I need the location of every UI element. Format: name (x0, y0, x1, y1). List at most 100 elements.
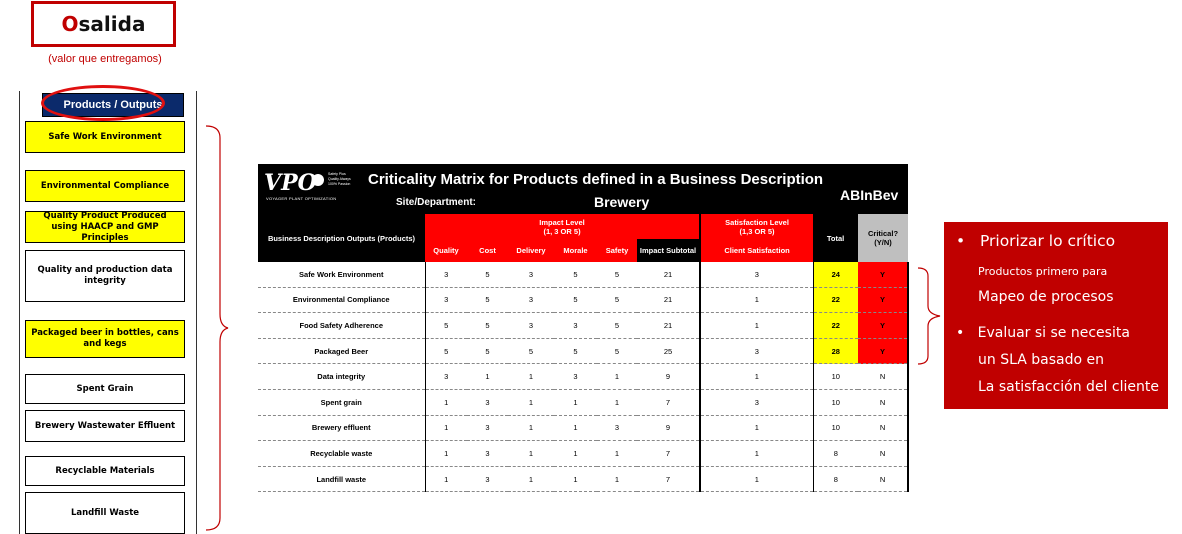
vpo-line: Safety Plus (328, 172, 346, 176)
callout-bullet-2-text: Evaluar si se necesita (977, 325, 1130, 341)
matrix-cell-delivery: 1 (508, 440, 554, 467)
left-bracket (205, 125, 229, 531)
matrix-header (258, 164, 908, 214)
matrix-cell-morale: 1 (554, 440, 597, 467)
matrix-cell-morale: 1 (554, 389, 597, 416)
matrix-cell-cost: 5 (467, 312, 508, 339)
col-header-safety: Safety (597, 239, 637, 262)
matrix-cell-subtotal: 7 (637, 389, 701, 416)
matrix-cell-critical: Y (858, 262, 910, 288)
matrix-cell-safety: 3 (597, 415, 637, 442)
matrix-cell-cost: 3 (467, 466, 508, 493)
site-label: Site/Department: (396, 197, 477, 208)
matrix-cell-delivery: 3 (508, 262, 554, 288)
matrix-cell-subtotal: 21 (637, 312, 701, 339)
matrix-cell-total: 22 (812, 312, 859, 339)
matrix-cell-quality: 1 (424, 466, 467, 493)
matrix-row: Landfill waste 1 3 1 1 1 7 1 8 N (258, 466, 910, 493)
matrix-body: Safe Work Environment 3 5 3 5 5 21 3 24 Y Environm… (258, 262, 910, 493)
matrix-cell-cost: 1 (467, 363, 508, 390)
callout-box: • Priorizar lo crítico Productos primero… (944, 222, 1168, 409)
matrix-cell-quality: 1 (424, 389, 467, 416)
matrix-cell-subtotal: 9 (637, 363, 701, 390)
col-header-morale: Morale (554, 239, 597, 262)
matrix-cell-critical: Y (858, 312, 910, 339)
matrix-row: Environmental Compliance 3 5 3 5 5 21 1 22 Y (258, 287, 910, 314)
matrix-cell-delivery: 3 (508, 312, 554, 339)
matrix-cell-safety: 5 (597, 338, 637, 365)
matrix-row: Spent grain 1 3 1 1 1 7 3 10 N (258, 389, 910, 416)
vpo-logo-subtext: VOYAGER PLANT OPTIMIZATION (266, 196, 337, 201)
matrix-cell-delivery: 1 (508, 415, 554, 442)
col-header-client-satisfaction: Client Satisfaction (699, 239, 814, 262)
matrix-cell-total: 10 (812, 363, 859, 390)
matrix-cell-safety: 1 (597, 440, 637, 467)
matrix-title: Criticality Matrix for Products defined … (368, 171, 824, 188)
critical-yn-label: (Y/N) (874, 238, 892, 247)
matrix-cell-morale: 1 (554, 466, 597, 493)
output-item: Packaged beer in bottles, cans and kegs (25, 320, 185, 358)
highlight-oval (41, 85, 165, 121)
matrix-cell-critical: Y (858, 287, 910, 314)
matrix-cell-total: 8 (812, 466, 859, 493)
matrix-row: Data integrity 3 1 1 3 1 9 1 10 N (258, 363, 910, 390)
matrix-cell-client: 3 (699, 389, 814, 416)
matrix-cell-cost: 3 (467, 415, 508, 442)
right-bracket (917, 267, 941, 365)
matrix-cell-critical: Y (858, 338, 910, 365)
matrix-cell-client: 1 (699, 440, 814, 467)
title-rest: salida (78, 12, 146, 36)
matrix-cell-safety: 5 (597, 262, 637, 288)
col-header-impact-subtotal: Impact Subtotal (637, 239, 701, 262)
matrix-cell-safety: 1 (597, 363, 637, 390)
title-box: Osalida (31, 1, 176, 47)
col-header-outputs: Business Description Outputs (Products) (258, 214, 425, 262)
matrix-cell-quality: 5 (424, 338, 467, 365)
output-item: Landfill Waste (25, 492, 185, 534)
output-item: Environmental Compliance (25, 170, 185, 202)
critical-label: Critical? (868, 229, 899, 238)
callout-bullet-2: • Evaluar si se necesita (956, 325, 1130, 341)
satisfaction-scale-label: (1,3 OR 5) (739, 226, 775, 236)
title-first-letter: O (61, 12, 79, 36)
matrix-cell-morale: 3 (554, 363, 597, 390)
matrix-cell-client: 3 (699, 262, 814, 288)
matrix-cell-client: 1 (699, 287, 814, 314)
site-value: Brewery (594, 194, 650, 210)
brand-logo: ABInBev (840, 187, 899, 203)
matrix-cell-safety: 5 (597, 287, 637, 314)
matrix-cell-name: Data integrity (258, 363, 425, 390)
matrix-cell-total: 22 (812, 287, 859, 314)
col-header-total: Total (813, 214, 859, 262)
col-header-impact-level: Impact Level (1, 3 OR 5) (425, 214, 701, 239)
matrix-cell-name: Environmental Compliance (258, 287, 425, 314)
matrix-cell-client: 1 (699, 415, 814, 442)
vpo-logo-lines: Safety Plus Quality Always 100% Passion (328, 172, 351, 187)
matrix-row: Packaged Beer 5 5 5 5 5 25 3 28 Y (258, 338, 910, 365)
matrix-cell-quality: 3 (424, 262, 467, 288)
matrix-row: Food Safety Adherence 5 5 3 3 5 21 1 22 Y (258, 312, 910, 339)
matrix-cell-cost: 3 (467, 440, 508, 467)
matrix-cell-cost: 5 (467, 262, 508, 288)
matrix-cell-subtotal: 7 (637, 440, 701, 467)
matrix-cell-delivery: 5 (508, 338, 554, 365)
output-item: Safe Work Environment (25, 121, 185, 153)
matrix-cell-morale: 5 (554, 287, 597, 314)
matrix-cell-total: 10 (812, 415, 859, 442)
matrix-cell-delivery: 1 (508, 466, 554, 493)
callout-bullet-1: • Priorizar lo crítico (956, 232, 1116, 250)
output-item: Recyclable Materials (25, 456, 185, 486)
title-text: Osalida (62, 12, 146, 36)
col-header-cost: Cost (467, 239, 508, 262)
impact-level-label: Impact Level (539, 217, 585, 227)
matrix-cell-subtotal: 7 (637, 466, 701, 493)
vpo-logo: VPO (264, 170, 317, 196)
matrix-cell-name: Recyclable waste (258, 440, 425, 467)
matrix-cell-quality: 3 (424, 363, 467, 390)
callout-line-2: Productos primero para (978, 265, 1108, 278)
matrix-cell-cost: 3 (467, 389, 508, 416)
matrix-cell-quality: 3 (424, 287, 467, 314)
matrix-row: Brewery effluent 1 3 1 1 3 9 1 10 N (258, 415, 910, 442)
matrix-cell-subtotal: 9 (637, 415, 701, 442)
matrix-cell-total: 8 (812, 440, 859, 467)
